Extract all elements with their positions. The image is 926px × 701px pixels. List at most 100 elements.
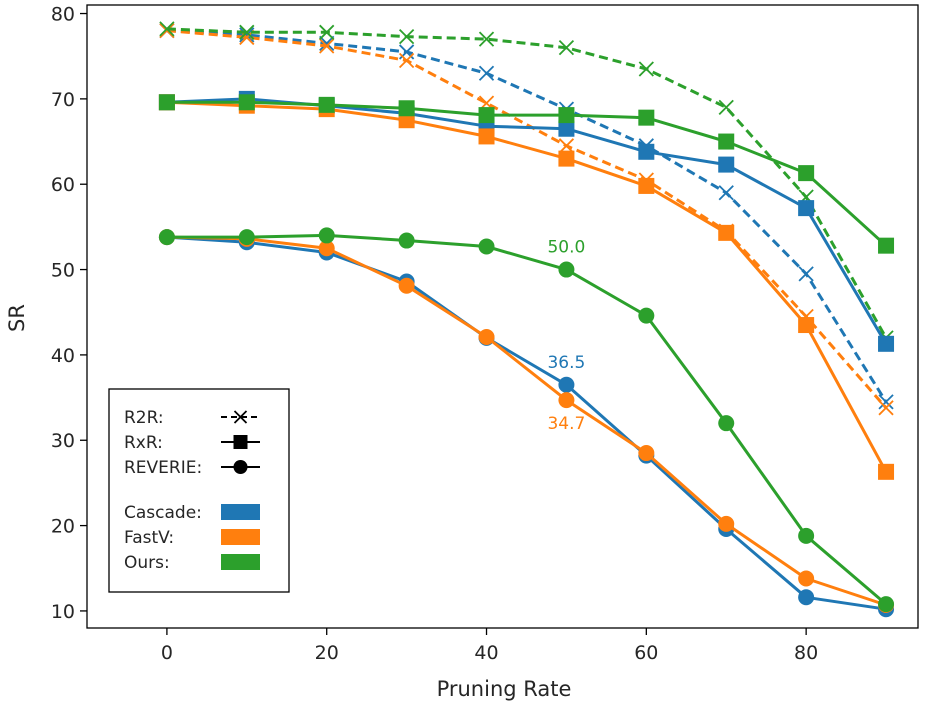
data-point-r2r-fastv-20-stroke-b xyxy=(319,38,335,54)
series-reverie-fastv xyxy=(158,229,895,613)
data-point-reverie-fastv-50 xyxy=(558,392,575,409)
data-point-reverie-fastv-70 xyxy=(718,515,735,532)
data-point-r2r-cascade-80 xyxy=(798,266,814,282)
series-line-r2r-fastv xyxy=(166,29,888,409)
data-point-r2r-cascade-80-stroke-b xyxy=(798,266,814,282)
data-point-r2r-ours-0-stroke-b xyxy=(159,21,175,37)
y-tick-label-80: 80 xyxy=(51,4,75,26)
data-point-r2r-cascade-90-stroke-b xyxy=(878,394,894,410)
annotation-layer: 50.0 36.5 34.7 xyxy=(547,238,585,435)
data-point-r2r-fastv-90 xyxy=(878,400,894,416)
data-point-reverie-cascade-50 xyxy=(558,376,575,393)
data-point-rxr-ours-90 xyxy=(878,237,895,254)
data-point-rxr-ours-20 xyxy=(318,96,335,113)
data-point-r2r-ours-70 xyxy=(718,99,734,116)
data-point-r2r-cascade-40 xyxy=(478,65,495,81)
data-point-reverie-ours-60 xyxy=(638,307,655,324)
data-point-reverie-ours-70 xyxy=(718,415,735,432)
data-point-r2r-cascade-40-stroke-b xyxy=(478,65,495,81)
series-line-r2r-ours xyxy=(166,27,888,339)
data-point-rxr-cascade-70 xyxy=(718,156,735,173)
data-point-r2r-fastv-50 xyxy=(558,138,575,154)
x-tick-label-0: 0 xyxy=(161,642,173,664)
series-line-reverie-cascade xyxy=(166,235,887,611)
y-tick-label-20: 20 xyxy=(51,516,75,538)
series-line-rxr-cascade xyxy=(166,97,888,345)
series-line-rxr-fastv xyxy=(166,100,888,473)
data-point-rxr-ours-10 xyxy=(238,94,255,111)
legend-marker-r2r xyxy=(233,410,248,424)
data-point-r2r-ours-10-stroke-b xyxy=(239,24,255,40)
data-point-rxr-cascade-50 xyxy=(558,120,575,137)
legend: R2R: RxR: REVERIE: Cascade: FastV: Ours: xyxy=(108,388,290,593)
data-point-reverie-ours-50 xyxy=(558,261,575,278)
data-point-r2r-cascade-20 xyxy=(319,35,335,52)
y-tick-label-10: 10 xyxy=(51,601,75,623)
data-point-reverie-ours-30 xyxy=(398,232,415,249)
y-tick-label-30: 30 xyxy=(51,430,75,452)
y-tick-label-50: 50 xyxy=(51,260,75,282)
data-point-reverie-ours-90 xyxy=(878,596,895,613)
data-point-rxr-ours-50 xyxy=(558,107,575,124)
x-axis: 0 20 40 60 80 xyxy=(161,628,818,664)
data-point-r2r-ours-20 xyxy=(319,24,335,40)
legend-swatch-cascade xyxy=(221,504,260,520)
legend-marker-reverie xyxy=(233,460,248,474)
data-point-rxr-fastv-50 xyxy=(558,150,575,167)
legend-label-ours: Ours: xyxy=(124,553,170,573)
data-point-rxr-ours-40 xyxy=(478,107,495,124)
data-point-r2r-ours-40 xyxy=(478,31,495,47)
data-point-reverie-ours-80 xyxy=(798,527,815,544)
data-point-r2r-ours-30 xyxy=(398,28,415,45)
series-layer xyxy=(158,21,895,618)
data-point-r2r-ours-0 xyxy=(159,21,175,37)
series-line-rxr-ours xyxy=(166,100,888,247)
data-point-r2r-ours-70-stroke-b xyxy=(718,99,734,116)
data-point-r2r-ours-40-stroke-b xyxy=(478,31,495,47)
x-tick-label-60: 60 xyxy=(634,642,658,664)
data-point-reverie-ours-10 xyxy=(238,229,255,246)
legend-marker-r2r-stroke-b xyxy=(233,410,248,424)
data-point-r2r-fastv-0 xyxy=(159,22,175,39)
series-line-reverie-ours xyxy=(166,233,887,606)
x-axis-label: Pruning Rate xyxy=(437,677,572,701)
data-point-rxr-ours-60 xyxy=(638,109,655,126)
legend-label-rxr: RxR: xyxy=(124,433,163,453)
data-point-rxr-fastv-40 xyxy=(478,128,495,145)
annotation-fastv: 34.7 xyxy=(547,414,585,434)
data-point-reverie-fastv-40 xyxy=(478,328,495,345)
data-point-r2r-ours-60 xyxy=(638,61,654,77)
legend-label-fastv: FastV: xyxy=(124,528,174,548)
x-tick-label-40: 40 xyxy=(474,642,498,664)
y-axis: 10 20 30 40 50 60 70 80 xyxy=(51,4,87,623)
y-tick-label-70: 70 xyxy=(51,89,75,111)
data-point-r2r-fastv-0-stroke-b xyxy=(159,22,175,39)
data-point-r2r-ours-50-stroke-b xyxy=(558,40,575,56)
data-point-reverie-ours-20 xyxy=(318,227,335,244)
series-rxr-cascade xyxy=(158,90,895,352)
data-point-rxr-cascade-60 xyxy=(638,143,655,160)
data-point-r2r-fastv-20 xyxy=(319,38,335,54)
legend-marker-rxr xyxy=(233,435,248,449)
data-point-reverie-fastv-20 xyxy=(318,240,335,257)
series-reverie-ours xyxy=(158,227,895,613)
data-point-r2r-cascade-20-stroke-b xyxy=(319,35,335,52)
data-point-r2r-ours-20-stroke-b xyxy=(319,24,335,40)
data-point-rxr-ours-0 xyxy=(158,94,175,111)
data-point-rxr-cascade-80 xyxy=(798,200,815,217)
x-tick-label-80: 80 xyxy=(794,642,818,664)
data-point-rxr-fastv-60 xyxy=(638,177,655,194)
data-point-rxr-ours-80 xyxy=(798,165,815,182)
data-point-r2r-fastv-90-stroke-b xyxy=(878,400,894,416)
series-line-reverie-fastv xyxy=(166,235,887,607)
legend-label-cascade: Cascade: xyxy=(124,503,202,523)
data-point-r2r-fastv-30 xyxy=(398,52,415,69)
y-tick-label-40: 40 xyxy=(51,345,75,367)
legend-label-r2r: R2R: xyxy=(124,408,164,428)
series-r2r-cascade xyxy=(159,22,894,410)
data-point-reverie-fastv-80 xyxy=(798,570,815,587)
data-point-rxr-fastv-80 xyxy=(798,317,815,334)
plot-frame xyxy=(86,4,919,629)
data-point-r2r-cascade-70-stroke-b xyxy=(718,185,734,201)
data-point-r2r-cascade-10 xyxy=(239,27,255,43)
